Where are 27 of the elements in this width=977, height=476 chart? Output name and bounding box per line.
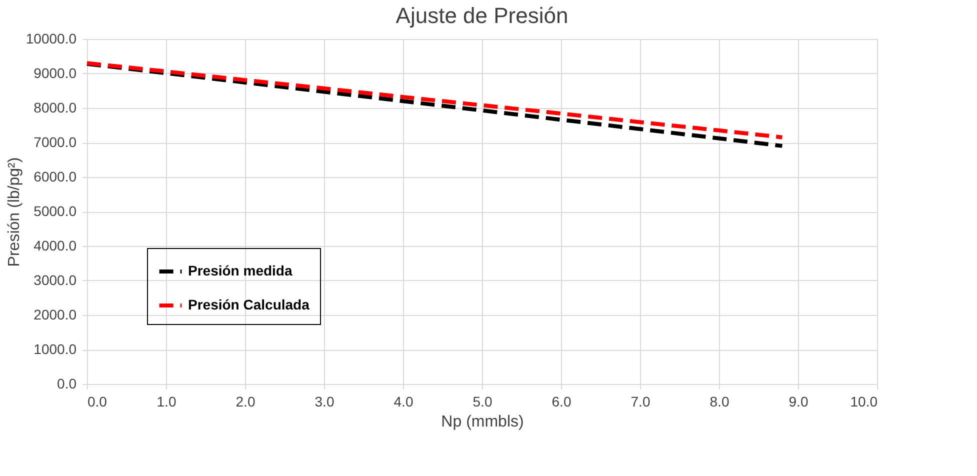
y-tick-label: 6000.0 — [34, 168, 77, 184]
x-tick-label: 0.0 — [88, 394, 108, 410]
chart-title: Ajuste de Presión — [396, 3, 568, 28]
y-tick-label: 3000.0 — [34, 272, 77, 288]
x-tick-label: 10.0 — [850, 394, 878, 410]
x-tick-label: 8.0 — [710, 394, 730, 410]
y-tick-label: 5000.0 — [34, 203, 77, 219]
x-tick-label: 9.0 — [788, 394, 808, 410]
y-tick-label: 0.0 — [57, 376, 77, 392]
y-tick-label: 10000.0 — [26, 30, 77, 46]
y-axis-title: Presión (lb/pg²) — [6, 157, 23, 267]
x-tick-label: 6.0 — [552, 394, 572, 410]
legend-label: Presión Calculada — [188, 296, 310, 312]
x-tick-label: 1.0 — [156, 394, 176, 410]
y-tick-label: 8000.0 — [34, 100, 77, 116]
x-tick-label: 2.0 — [236, 394, 256, 410]
x-tick-label: 3.0 — [314, 394, 334, 410]
y-tick-label: 9000.0 — [34, 65, 77, 81]
x-tick-label: 5.0 — [472, 394, 492, 410]
x-axis-title: Np (mmbls) — [441, 414, 524, 430]
y-tick-label: 7000.0 — [34, 134, 77, 150]
y-tick-label: 4000.0 — [34, 238, 77, 254]
legend-label: Presión medida — [188, 262, 292, 278]
x-tick-label: 4.0 — [394, 394, 414, 410]
y-tick-label: 2000.0 — [34, 306, 77, 322]
y-tick-label: 1000.0 — [34, 341, 77, 357]
x-tick-label: 7.0 — [630, 394, 650, 410]
